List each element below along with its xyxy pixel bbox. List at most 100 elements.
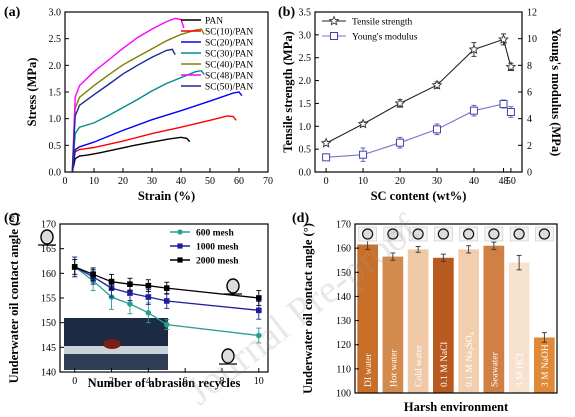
legend-label: SC(20)/PAN (205, 38, 253, 49)
y-right-tick-label: 6 (527, 88, 532, 99)
y-tick-label: 165 (41, 244, 56, 255)
droplet-thumbnail-icon (538, 228, 550, 240)
y-tick-label: 0.0 (49, 168, 62, 179)
x-tick-label: 40 (176, 176, 186, 187)
bar-category-label: Hot water (389, 348, 399, 387)
y-axis-title: Tensile strength (MPa) (281, 31, 295, 153)
x-tick-label: 10 (254, 376, 264, 387)
plot-frame (354, 223, 558, 394)
point-2000-mesh (90, 271, 96, 278)
tensile-point (320, 137, 332, 148)
y-right-tick-label: 8 (527, 61, 532, 72)
legend-label: SC(40)/PAN (205, 60, 253, 71)
inset-photo-base (64, 354, 168, 370)
tensile-point (357, 118, 369, 129)
bar-category-label: 3 M NaOH (541, 344, 551, 387)
y-tick-label: 120 (336, 340, 351, 351)
modulus-point (359, 150, 368, 159)
y-tick-label: 160 (41, 269, 56, 280)
modulus-point (432, 125, 441, 134)
point-600-mesh (163, 321, 170, 328)
series-line-sc-50-pan (71, 48, 176, 173)
tensile-point (505, 61, 517, 72)
point-1000-mesh (127, 290, 133, 296)
y-tick-label: 170 (336, 220, 351, 231)
point-2000-mesh (145, 282, 152, 289)
inset-oil-drop (103, 339, 121, 349)
point-2000-mesh (108, 278, 115, 285)
point-2000-mesh (127, 281, 133, 287)
y-tick-label: 3.5 (299, 8, 312, 19)
legend-marker (177, 229, 183, 235)
panel-a-label: (a) (4, 5, 21, 20)
x-tick-label: 10 (89, 176, 99, 187)
inset-photo (64, 318, 168, 370)
y-tick-label: 1.0 (299, 122, 312, 133)
y-right-tick-label: 2 (527, 141, 532, 152)
legend-marker (177, 257, 183, 263)
x-tick-label: 50 (205, 176, 215, 187)
x-tick-label: 0 (324, 176, 329, 187)
droplet-thumbnail-icon (437, 228, 449, 240)
bar-category-label: 0.1 M NaCl (440, 342, 450, 387)
bar (483, 245, 505, 393)
bar-category-label: Seawater (490, 351, 500, 387)
y-tick-label: 150 (336, 268, 351, 279)
x-tick-label: 8 (219, 376, 224, 387)
modulus-point (396, 138, 405, 147)
y-tick-label: 130 (336, 316, 351, 327)
panel-d: (d) DI water Hot water Cold water 0.1 M NaCl… (292, 211, 558, 414)
y-tick-label: 170 (41, 220, 56, 231)
x-tick-label: 70 (263, 176, 273, 187)
y-tick-label: 145 (41, 343, 56, 354)
point-2000-mesh (71, 264, 78, 270)
droplet-thumbnail-icon (412, 228, 424, 240)
legend-label: SC(48)/PAN (205, 71, 253, 82)
droplet-icon-2000-mesh (226, 278, 240, 294)
modulus-point (469, 106, 478, 115)
y-tick-label: 110 (336, 364, 351, 375)
y-tick-label: 140 (336, 292, 351, 303)
y-tick-label: 0.5 (299, 145, 312, 156)
y-axis-title: Underwater oil contact angle (°) (301, 223, 315, 394)
y-tick-label: 0.5 (49, 141, 62, 152)
panel-a: (a) 0 10 20 30 40 50 60 70 0.0 0.5 1.0 1.5 2.0 2.5 3.0 S… (4, 5, 273, 203)
bar-category-label: Cold water (415, 344, 425, 387)
point-1000-mesh (163, 298, 170, 304)
bar (534, 337, 555, 393)
y-right-tick-label: 12 (527, 8, 537, 19)
y-axis-title: Underwater oil contact angle (°) (7, 213, 21, 384)
panel-d-label: (d) (292, 211, 309, 226)
legend-label: SC(30)/PAN (205, 49, 253, 60)
y-right-tick-label: 10 (527, 34, 537, 45)
y-tick-label: 150 (41, 318, 56, 329)
y-tick-label: 2.5 (49, 34, 62, 45)
series-line-sc-48-pan (71, 17, 185, 173)
legend-label: 2000 mesh (196, 257, 239, 267)
bar-category-label: 3 M HCl (516, 353, 526, 387)
panel-c: (c) 0 2 4 6 8 10 140 145 150 155 160 165 170 Number of… (4, 211, 269, 390)
x-tick-label: 30 (432, 176, 442, 187)
tensile-point (431, 79, 443, 90)
point-600-mesh (145, 310, 152, 316)
legend-square-marker (330, 32, 338, 40)
x-tick-label: 4 (146, 376, 151, 387)
panel-c-label: (c) (4, 211, 20, 226)
legend-star-marker (328, 15, 340, 26)
legend-label: Young's modulus (352, 33, 418, 43)
droplet-thumbnail-icon (463, 228, 475, 240)
y-tick-label: 2.5 (299, 53, 312, 64)
series-line-tensile-strength (325, 38, 512, 144)
y-tick-label: 2.0 (299, 76, 312, 87)
panel-b-label: (b) (278, 5, 295, 20)
point-1000-mesh (145, 294, 152, 300)
bar (357, 244, 378, 393)
series-line-sc-40-pan (71, 28, 205, 173)
legend-label: 600 mesh (196, 229, 234, 239)
x-tick-label: 6 (183, 376, 188, 387)
modulus-point (506, 108, 515, 116)
x-tick-label: 48 (499, 176, 509, 187)
series-line-sc-10-pan (71, 115, 237, 173)
x-tick-label: 40 (469, 176, 479, 187)
